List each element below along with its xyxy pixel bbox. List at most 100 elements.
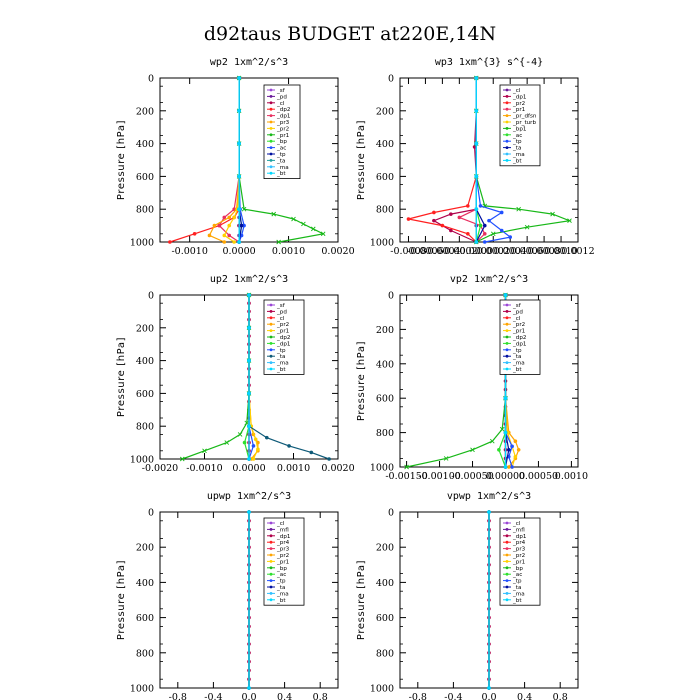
legend-label: _pr1 bbox=[276, 133, 290, 139]
legend-label: _dp1 bbox=[512, 534, 527, 540]
y-tick-label: 800 bbox=[136, 422, 154, 433]
y-tick-label: 0 bbox=[148, 74, 154, 85]
y-tick-label: 400 bbox=[376, 139, 394, 150]
series-line-ta bbox=[475, 78, 486, 243]
y-tick-label: 600 bbox=[136, 613, 154, 624]
series-point bbox=[466, 232, 470, 236]
legend-label: _bt bbox=[512, 158, 522, 164]
series-point bbox=[242, 223, 246, 228]
legend-marker bbox=[505, 367, 509, 371]
legend-label: _dp2 bbox=[276, 107, 290, 113]
plot-frame bbox=[399, 77, 579, 243]
y-tick-label: 600 bbox=[376, 172, 394, 183]
series-point bbox=[474, 76, 479, 80]
y-tick-label: 1000 bbox=[370, 463, 394, 474]
legend-label: _ta bbox=[276, 158, 285, 164]
legend-label: _pr2 bbox=[512, 553, 525, 559]
series-point bbox=[212, 223, 217, 228]
legend-marker bbox=[269, 88, 273, 92]
series-point bbox=[241, 206, 247, 212]
legend: _cl_dp1_pr2_pr1_pr_dfsn_pr_turb_bp1_ac_t… bbox=[499, 84, 541, 167]
y-tick-label: 600 bbox=[136, 172, 154, 183]
legend-label: _pr3 bbox=[276, 547, 290, 553]
y-tick-label: 800 bbox=[136, 648, 154, 659]
series-point bbox=[287, 444, 291, 448]
panel-title: wp2 1xm^2/s^3 bbox=[210, 57, 288, 68]
series-point bbox=[443, 456, 449, 461]
y-tick-label: 0 bbox=[388, 74, 394, 85]
series-point bbox=[470, 447, 475, 453]
y-tick-label: 0 bbox=[388, 508, 394, 519]
y-tick-label: 200 bbox=[376, 543, 394, 554]
panel-title: upwp 1xm^2/s^3 bbox=[207, 491, 291, 502]
legend-marker bbox=[269, 540, 273, 544]
series-point bbox=[472, 145, 477, 149]
y-tick-label: 200 bbox=[376, 106, 394, 117]
series-point bbox=[482, 232, 487, 236]
x-tick-label: 0.0010 bbox=[544, 246, 577, 257]
legend-label: _ma bbox=[512, 361, 525, 367]
legend-marker bbox=[505, 335, 509, 339]
series-point bbox=[474, 174, 479, 179]
series-point bbox=[244, 420, 250, 426]
legend-marker bbox=[269, 354, 273, 358]
series-point bbox=[309, 450, 314, 455]
legend-marker bbox=[505, 133, 509, 137]
series-point bbox=[506, 448, 511, 452]
legend: _sf_pd_cl_dp2_dp1_pr3_pr2_pr1_bp_ac_tp_t… bbox=[263, 84, 301, 179]
legend-label: _ac bbox=[276, 146, 286, 152]
series-point bbox=[510, 444, 514, 449]
series-point bbox=[247, 424, 251, 429]
series-point bbox=[478, 223, 483, 228]
x-tick-label: 0.0008 bbox=[527, 246, 560, 257]
legend-marker bbox=[269, 101, 273, 105]
x-tick-label: -0.4 bbox=[444, 692, 462, 700]
y-axis-label: Pressure [hPa] bbox=[116, 560, 127, 640]
legend-label: _mfl bbox=[512, 527, 525, 533]
legend-label: _pr1 bbox=[276, 329, 290, 335]
series-point bbox=[474, 240, 479, 244]
series-point bbox=[247, 510, 251, 514]
legend-label: _tp bbox=[276, 579, 286, 585]
x-tick-label: 0.00000 bbox=[486, 471, 525, 482]
y-tick-label: 200 bbox=[136, 543, 154, 554]
series-point bbox=[227, 233, 232, 238]
series-group bbox=[179, 292, 331, 462]
series-point bbox=[404, 464, 409, 470]
legend-marker bbox=[505, 534, 509, 538]
legend-marker bbox=[505, 107, 509, 111]
series-point bbox=[487, 510, 491, 514]
series-point bbox=[222, 233, 227, 238]
legend-label: _cl bbox=[512, 521, 521, 527]
legend-marker bbox=[269, 171, 273, 175]
legend-label: _ta bbox=[276, 585, 285, 591]
legend-label: _bt bbox=[276, 367, 286, 373]
legend-marker bbox=[505, 95, 509, 98]
y-tick-label: 0 bbox=[148, 291, 154, 302]
series-point bbox=[327, 457, 331, 461]
legend-marker bbox=[269, 152, 273, 156]
legend-label: _tp bbox=[512, 579, 522, 585]
x-tick-label: -0.0010 bbox=[186, 463, 222, 474]
series-point bbox=[466, 204, 470, 208]
x-tick-label: 0.0012 bbox=[561, 246, 594, 257]
legend: _cl_mfl_dp1_pr4_pr3_pr2_pr1_bp_ac_tp_ta_… bbox=[499, 517, 541, 606]
legend-label: _bt bbox=[276, 598, 286, 604]
x-tick-label: 0.0010 bbox=[555, 471, 588, 482]
series-line-dp1 bbox=[432, 78, 477, 243]
legend-label: _pr1 bbox=[276, 559, 290, 565]
series-point bbox=[567, 218, 572, 223]
legend-label: _cl bbox=[276, 101, 285, 107]
legend-marker bbox=[505, 88, 509, 92]
legend-label: _ac bbox=[276, 572, 286, 578]
series-point bbox=[237, 76, 241, 80]
legend-marker bbox=[505, 547, 509, 550]
x-tick-label: -0.0010 bbox=[171, 246, 207, 257]
legend-marker bbox=[505, 592, 509, 595]
series-point bbox=[237, 109, 241, 113]
legend: _sf_pd_cl_pr2_pr1_dp2_dp1_tp_ta_ma_bt bbox=[499, 299, 541, 375]
legend-marker bbox=[269, 159, 273, 162]
series-point bbox=[232, 240, 236, 244]
legend-marker bbox=[505, 348, 509, 352]
panel-4: vp2 1xm^2/s^302004006008001000-0.00150-0… bbox=[356, 274, 588, 482]
